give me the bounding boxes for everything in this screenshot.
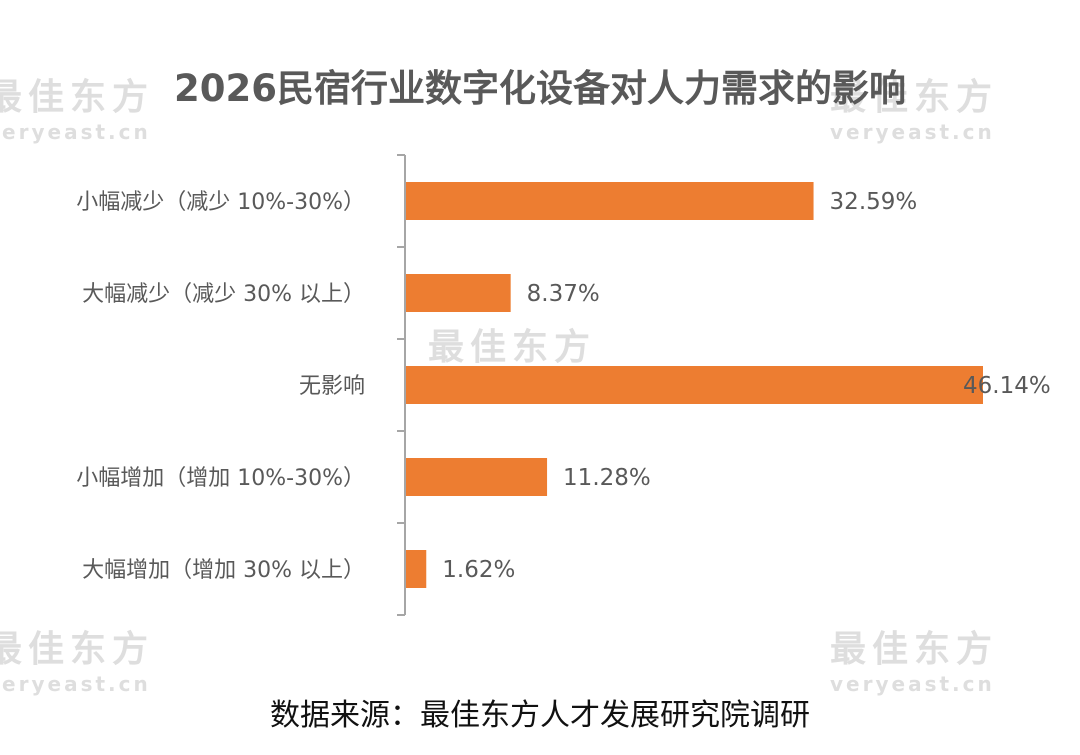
category-label: 大幅增加（增加 30% 以上）: [82, 558, 365, 583]
watermark-bottom-right: 最佳东方 veryeast.cn: [830, 620, 998, 696]
watermark-cn: 最佳东方: [830, 77, 999, 118]
watermark-en: veryeast.cn: [830, 672, 995, 696]
data-label: 46.14%: [963, 373, 1051, 399]
watermark-cn: 最佳东方: [830, 629, 999, 670]
category-label: 无影响: [299, 374, 365, 399]
watermark-bottom-left: 最佳东方 veryeast.cn: [0, 620, 154, 696]
bar: [406, 366, 983, 404]
data-label: 32.59%: [830, 189, 918, 215]
bar: [406, 458, 548, 496]
watermark-top-right: 最佳东方 veryeast.cn: [830, 68, 998, 144]
data-label: 1.62%: [442, 557, 515, 583]
bar: [406, 550, 427, 588]
watermark-top-left: 最佳东方 veryeast.cn: [0, 68, 154, 144]
watermark-cn: 最佳东方: [0, 629, 155, 670]
watermark-en: veryeast.cn: [0, 120, 151, 144]
data-source-note: 数据来源：最佳东方人才发展研究院调研: [270, 698, 810, 733]
watermark-cn: 最佳东方: [428, 327, 597, 368]
category-label: 小幅减少（减少 10%-30%）: [76, 190, 365, 215]
watermark-en: veryeast.cn: [830, 120, 995, 144]
data-label: 11.28%: [563, 465, 651, 491]
data-label: 8.37%: [527, 281, 600, 307]
category-label: 大幅减少（减少 30% 以上）: [82, 282, 365, 307]
bar: [406, 182, 814, 220]
category-label: 小幅增加（增加 10%-30%）: [76, 466, 365, 491]
chart-title: 2026民宿行业数字化设备对人力需求的影响: [174, 67, 906, 110]
watermark-en: veryeast.cn: [0, 672, 151, 696]
watermark-cn: 最佳东方: [0, 77, 155, 118]
bar: [406, 274, 511, 312]
